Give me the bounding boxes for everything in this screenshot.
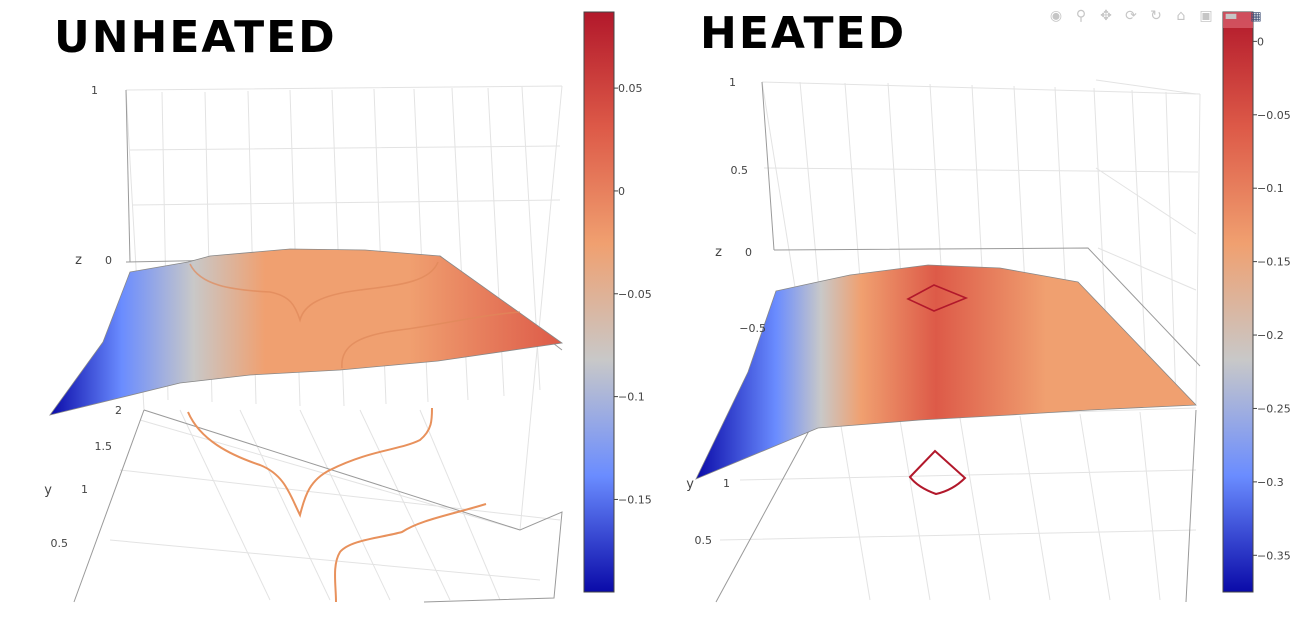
y-tick-0-5: 0.5 bbox=[695, 534, 713, 547]
chart-title-heated: HEATED bbox=[700, 8, 907, 59]
y-tick-1: 1 bbox=[723, 477, 730, 490]
zoom-icon[interactable]: ⚲ bbox=[1075, 8, 1087, 24]
turntable-rotation-icon[interactable]: ↻ bbox=[1150, 8, 1162, 24]
colorbar-gradient bbox=[583, 11, 615, 593]
colorbar-tick-label: −0.35 bbox=[1257, 549, 1291, 562]
z-tick-0: 0 bbox=[105, 254, 112, 267]
hover-toggle-icon[interactable]: ▬ bbox=[1224, 8, 1238, 24]
colorbar-tick-label: 0 bbox=[1257, 35, 1264, 48]
colorbar-tick-label: −0.15 bbox=[1257, 256, 1291, 269]
pan-icon[interactable]: ✥ bbox=[1100, 8, 1112, 24]
y-axis-label: y bbox=[686, 477, 694, 492]
axis-labels: 1 0.5 0 −0.5 z 1 0.5 y bbox=[686, 76, 766, 547]
home-icon[interactable]: ⌂ bbox=[1176, 8, 1186, 24]
z-tick-1: 1 bbox=[729, 76, 736, 89]
colorbar-cap bbox=[1223, 12, 1253, 28]
colorbar-tick-label: −0.2 bbox=[1257, 329, 1284, 342]
contours-on-surface bbox=[906, 284, 969, 312]
z-tick-1: 1 bbox=[91, 84, 98, 97]
grid-lines bbox=[109, 85, 563, 601]
colorbar-tick-label: −0.05 bbox=[1257, 109, 1291, 122]
plotly-logo-icon[interactable]: ▦ bbox=[1250, 9, 1262, 23]
z-axis-label: z bbox=[75, 253, 82, 268]
axis-labels: 1 0 z 2 1.5 1 0.5 y bbox=[44, 84, 122, 550]
panel-unheated[interactable]: 1 0 z 2 1.5 1 0.5 y 0.05 0 −0.05 −0.1 −0.15 bbox=[44, 11, 652, 603]
colorbar-tick-label: 0.05 bbox=[618, 82, 643, 95]
axis-lines bbox=[715, 81, 1201, 603]
modebar-toolbar: ◉ ⚲ ✥ ⟳ ↻ ⌂ ▣ ▬ ▦ bbox=[1046, 6, 1266, 26]
y-tick-1-5: 1.5 bbox=[95, 440, 113, 453]
y-tick-0-5: 0.5 bbox=[51, 537, 69, 550]
z-axis-label: z bbox=[715, 245, 722, 260]
colorbar-gradient bbox=[1222, 11, 1254, 593]
colorbar-tick-label: 0 bbox=[618, 185, 625, 198]
y-tick-1: 1 bbox=[81, 483, 88, 496]
colorbar-unheated[interactable]: 0.05 0 −0.05 −0.1 −0.15 bbox=[583, 11, 652, 593]
z-tick-minus-0-5: −0.5 bbox=[739, 322, 766, 335]
orbit-rotation-icon[interactable]: ⟳ bbox=[1125, 8, 1137, 24]
colorbar-tick-label: −0.3 bbox=[1257, 476, 1284, 489]
colorbar-tick-label: −0.05 bbox=[618, 288, 652, 301]
contours-on-surface bbox=[189, 261, 521, 369]
colorbar-tick-label: −0.25 bbox=[1257, 402, 1291, 415]
surface-mesh[interactable] bbox=[695, 264, 1197, 480]
colorbar-tick-label: −0.1 bbox=[618, 391, 645, 404]
surface-mesh[interactable] bbox=[49, 248, 564, 416]
contours-projection bbox=[187, 407, 487, 603]
colorbar-tick-label: −0.1 bbox=[1257, 182, 1284, 195]
contours-projection bbox=[908, 449, 967, 496]
colorbar-tick-label: −0.15 bbox=[618, 493, 652, 506]
y-tick-2: 2 bbox=[115, 404, 122, 417]
colorbar-heated[interactable]: 0 −0.05 −0.1 −0.15 −0.2 −0.25 −0.3 −0.35 bbox=[1222, 11, 1291, 593]
camera-reset-icon[interactable]: ▣ bbox=[1199, 8, 1213, 24]
camera-icon[interactable]: ◉ bbox=[1049, 8, 1063, 24]
z-tick-0-5: 0.5 bbox=[731, 164, 749, 177]
panel-heated[interactable]: 1 0.5 0 −0.5 z 1 0.5 y 0 −0.05 −0.1 −0.15 −0… bbox=[686, 11, 1291, 603]
z-tick-0: 0 bbox=[745, 246, 752, 259]
y-axis-label: y bbox=[44, 483, 52, 498]
chart-title-unheated: UNHEATED bbox=[54, 12, 337, 63]
